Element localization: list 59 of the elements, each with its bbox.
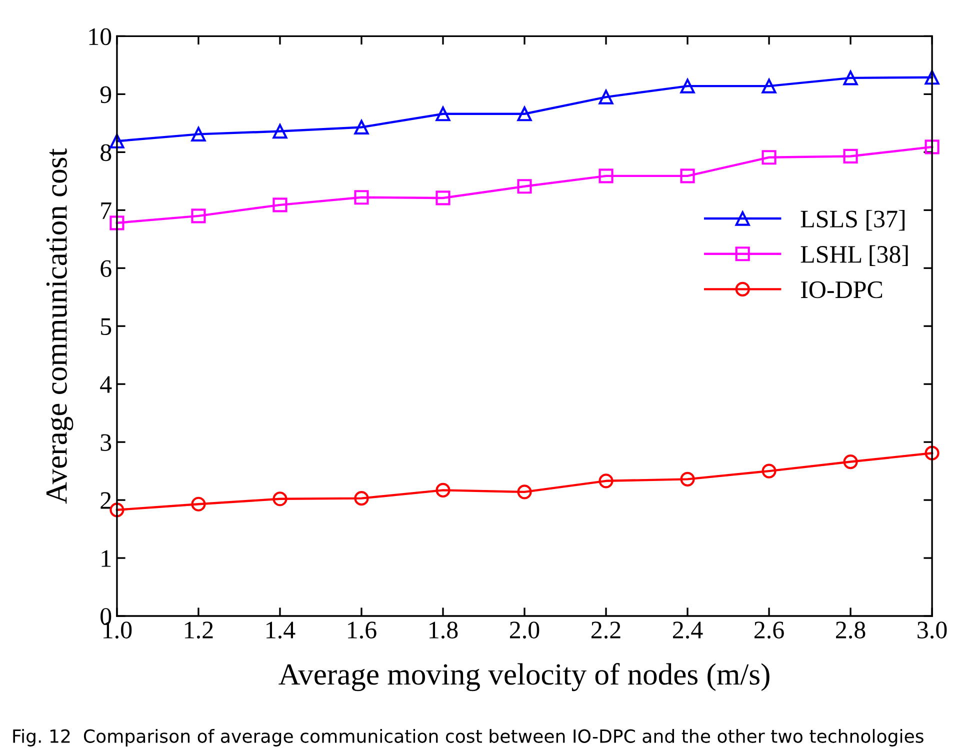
x-tick-label: 1.8	[430, 622, 458, 639]
y-tick-label: 7	[101, 202, 112, 219]
point	[762, 464, 776, 478]
point	[517, 106, 532, 122]
y-tick-label: 6	[100, 260, 112, 278]
y-axis-title: Average communication cost	[46, 148, 74, 504]
point	[924, 70, 940, 85]
point	[354, 491, 369, 506]
point	[598, 90, 614, 104]
point	[843, 454, 858, 470]
point	[680, 168, 695, 184]
point	[598, 474, 614, 488]
x-tick-label: 1.6	[348, 622, 376, 639]
y-tick-label: 3	[100, 434, 112, 451]
point	[517, 484, 532, 500]
point	[843, 70, 858, 86]
point	[191, 496, 206, 512]
point	[436, 190, 450, 206]
point	[110, 216, 124, 230]
y-tick-label: 10	[89, 28, 112, 46]
point	[272, 198, 288, 212]
x-tick-label: 2.0	[510, 622, 540, 639]
point	[272, 492, 288, 506]
point	[680, 78, 695, 94]
y-tick-label: 8	[100, 144, 112, 162]
point	[762, 150, 776, 165]
y-tick-label: 5	[101, 318, 112, 336]
point	[272, 124, 288, 139]
point	[843, 148, 858, 164]
legend-label: LSLS [37]	[800, 210, 904, 231]
point	[110, 502, 124, 518]
y-tick-label: 4	[100, 376, 112, 393]
x-tick-label: 1.2	[185, 622, 213, 639]
y-tick-label: 2	[100, 492, 111, 509]
point	[191, 126, 206, 142]
x-tick-label: 2.6	[754, 622, 784, 639]
legend-label: IO-DPC	[801, 281, 882, 298]
x-tick-label: 2.8	[836, 622, 866, 639]
x-tick-label: 2.2	[591, 622, 620, 639]
y-tick-label: 9	[100, 86, 112, 104]
x-axis-title: Average moving velocity of nodes (m/s)	[278, 662, 770, 692]
x-tick-label: 1.4	[266, 622, 296, 639]
point	[436, 482, 450, 498]
point	[924, 446, 940, 460]
point	[924, 140, 940, 154]
point	[436, 106, 450, 122]
x-tick-label: 3.0	[918, 622, 947, 639]
y-tick-label: 1	[102, 550, 111, 567]
caption: Fig. 12 Comparison of average communication cost between IO-DPC and the other two technologies	[13, 728, 924, 746]
point	[517, 179, 532, 194]
point	[762, 78, 776, 94]
legend-label: LSHL [38]	[800, 245, 908, 266]
point	[191, 208, 206, 224]
point	[598, 168, 614, 184]
x-tick-label: 2.4	[673, 622, 703, 639]
point	[354, 190, 369, 205]
point	[110, 134, 124, 148]
point	[680, 472, 695, 486]
point	[354, 120, 369, 135]
